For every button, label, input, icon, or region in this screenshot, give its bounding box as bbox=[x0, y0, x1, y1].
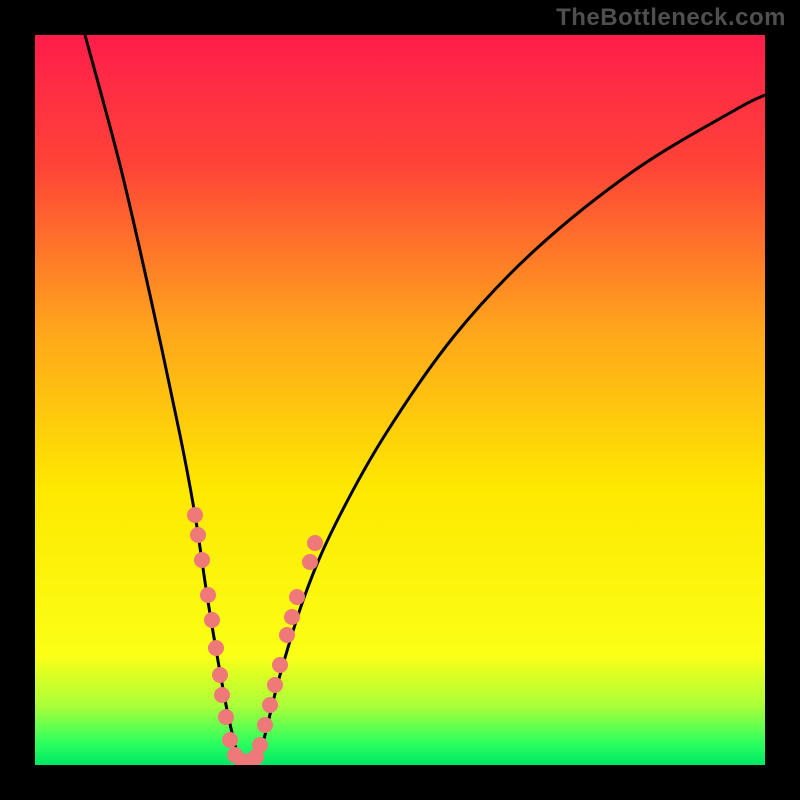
marker-dot bbox=[252, 737, 268, 753]
marker-dot bbox=[267, 677, 283, 693]
marker-dot bbox=[187, 507, 203, 523]
watermark-text: TheBottleneck.com bbox=[556, 4, 786, 32]
marker-dot bbox=[204, 612, 220, 628]
marker-dot bbox=[284, 609, 300, 625]
chart-background bbox=[35, 35, 765, 765]
marker-dot bbox=[190, 527, 206, 543]
marker-dot bbox=[257, 717, 273, 733]
canvas: TheBottleneck.com bbox=[0, 0, 800, 800]
marker-dot bbox=[212, 667, 228, 683]
marker-dot bbox=[214, 687, 230, 703]
marker-dot bbox=[302, 554, 318, 570]
marker-dot bbox=[272, 657, 288, 673]
marker-dot bbox=[194, 552, 210, 568]
marker-dot bbox=[279, 627, 295, 643]
marker-dot bbox=[222, 732, 238, 748]
marker-dot bbox=[208, 640, 224, 656]
marker-dot bbox=[218, 709, 234, 725]
bottleneck-chart bbox=[35, 35, 765, 765]
marker-dot bbox=[307, 535, 323, 551]
marker-dot bbox=[200, 587, 216, 603]
marker-dot bbox=[289, 589, 305, 605]
marker-dot bbox=[262, 697, 278, 713]
